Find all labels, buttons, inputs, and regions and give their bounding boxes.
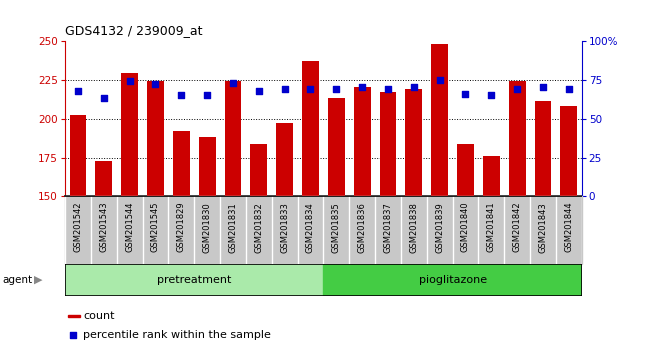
Point <box>383 86 393 92</box>
Point <box>150 81 161 87</box>
Point <box>280 86 290 92</box>
Text: GSM201843: GSM201843 <box>538 202 547 253</box>
Point <box>357 85 367 90</box>
Bar <box>65 264 324 296</box>
Text: GSM201831: GSM201831 <box>228 202 237 253</box>
Bar <box>199 137 216 196</box>
Bar <box>276 123 293 196</box>
Point <box>176 92 187 98</box>
Bar <box>173 131 190 196</box>
Point <box>99 96 109 101</box>
Bar <box>68 315 80 317</box>
Text: ▶: ▶ <box>34 275 42 285</box>
Point <box>331 86 341 92</box>
Point <box>124 78 135 84</box>
Point <box>68 332 78 338</box>
Bar <box>302 61 319 196</box>
Bar <box>250 143 267 196</box>
Text: GSM201841: GSM201841 <box>487 202 496 252</box>
Text: GSM201839: GSM201839 <box>435 202 444 253</box>
Bar <box>406 89 423 196</box>
Point <box>254 88 264 93</box>
Bar <box>147 81 164 196</box>
Point <box>306 86 316 92</box>
Point <box>512 86 523 92</box>
Point <box>227 80 238 86</box>
Text: GSM201545: GSM201545 <box>151 202 160 252</box>
Point <box>434 77 445 82</box>
Text: GSM201840: GSM201840 <box>461 202 470 252</box>
Bar <box>328 98 345 196</box>
Text: GSM201833: GSM201833 <box>280 202 289 253</box>
Text: GSM201832: GSM201832 <box>254 202 263 253</box>
Text: GSM201844: GSM201844 <box>564 202 573 252</box>
Bar <box>457 143 474 196</box>
Point <box>202 92 213 98</box>
Bar <box>121 73 138 196</box>
Bar <box>431 44 448 196</box>
Text: GSM201830: GSM201830 <box>203 202 212 253</box>
Text: GDS4132 / 239009_at: GDS4132 / 239009_at <box>65 24 203 37</box>
Text: pretreatment: pretreatment <box>157 275 231 285</box>
Bar <box>483 156 500 196</box>
Text: GSM201544: GSM201544 <box>125 202 134 252</box>
Bar <box>380 92 396 196</box>
Point <box>460 91 471 97</box>
Bar <box>509 81 526 196</box>
Text: GSM201835: GSM201835 <box>332 202 341 253</box>
Bar <box>560 106 577 196</box>
Text: count: count <box>83 311 114 321</box>
Text: GSM201837: GSM201837 <box>384 202 393 253</box>
Bar <box>224 81 241 196</box>
Point <box>538 85 548 90</box>
Text: percentile rank within the sample: percentile rank within the sample <box>83 330 271 340</box>
Text: GSM201838: GSM201838 <box>410 202 419 253</box>
Point <box>409 85 419 90</box>
Bar <box>70 115 86 196</box>
Bar <box>354 87 370 196</box>
Bar <box>534 102 551 196</box>
Text: GSM201542: GSM201542 <box>73 202 83 252</box>
Text: agent: agent <box>2 275 32 285</box>
Text: GSM201543: GSM201543 <box>99 202 109 252</box>
Text: GSM201834: GSM201834 <box>306 202 315 253</box>
Text: GSM201836: GSM201836 <box>358 202 367 253</box>
Text: pioglitazone: pioglitazone <box>419 275 487 285</box>
Point <box>486 92 497 98</box>
Bar <box>96 161 112 196</box>
Text: GSM201829: GSM201829 <box>177 202 186 252</box>
Point <box>73 88 83 93</box>
Text: GSM201842: GSM201842 <box>513 202 522 252</box>
Bar <box>324 264 582 296</box>
Point <box>564 86 574 92</box>
